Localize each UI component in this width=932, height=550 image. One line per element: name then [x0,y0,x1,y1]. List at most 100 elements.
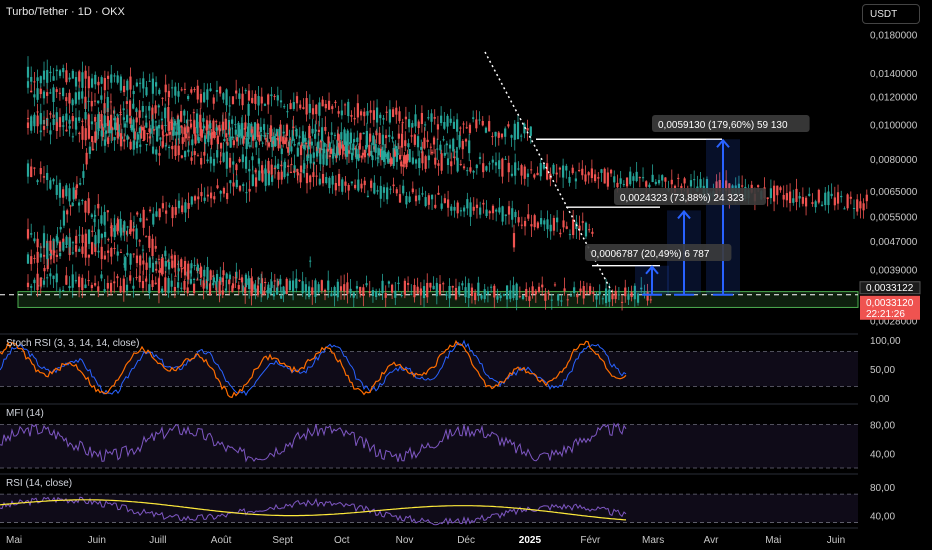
candle-body [293,144,296,146]
candle-body [358,143,361,150]
candle-body [107,239,110,241]
candle-body [138,82,142,84]
candle-body [827,191,830,206]
candle-body [205,120,209,131]
candle-body [187,263,190,280]
y-tick-label: 80,00 [870,483,895,494]
candle-body [129,118,132,124]
candle-body [547,292,550,294]
candle-body [161,257,164,275]
candle-body [126,226,129,228]
candle-body [81,277,84,291]
candle-body [422,286,426,299]
candle-body [328,155,332,158]
candle-body [49,92,52,94]
candle-body [216,150,219,158]
candle-body [513,123,516,140]
candle-body [293,165,296,173]
candle-body [58,182,62,198]
candle-body [345,149,349,157]
candle-body [276,280,280,286]
candle-body [186,119,189,121]
candle-body [42,233,46,248]
candle-body [578,170,581,172]
candle-body [312,152,315,158]
candle-body [30,166,33,178]
candle-body [135,141,139,149]
candle-body [305,172,309,184]
candle-body [384,135,388,139]
candle-body [162,135,165,137]
candle-body [603,168,606,184]
candle-body [381,280,384,294]
candle-body [398,194,402,203]
candle-body [283,140,287,144]
candle-body [442,139,445,141]
candle-body [400,161,403,167]
candle-body [788,191,792,204]
candle-body [258,135,261,142]
candle-body [581,168,584,176]
candle-body [343,284,346,292]
candle-body [71,252,74,254]
candle-body [138,127,141,134]
candle-body [264,168,267,174]
candle-body [46,119,49,121]
candle-body [571,167,574,174]
candle-body [158,89,161,94]
candle-body [411,157,414,164]
candle-body [75,184,79,189]
candle-body [360,155,363,158]
candle-body [145,278,148,282]
candle-body [296,147,299,157]
candle-body [392,147,395,166]
candle-body [232,140,235,146]
candle-body [337,111,340,114]
candle-body [379,148,383,158]
candle-body [616,182,619,188]
candle-body [142,209,145,228]
candle-body [129,76,132,90]
candle-body [215,127,218,131]
x-tick-label: Nov [396,535,414,546]
candle-body [75,235,78,244]
candle-body [139,217,142,222]
y-tick-label: 40,00 [870,511,895,522]
candle-body [391,109,395,118]
candle-body [33,114,36,124]
candle-body [584,222,588,237]
candle-body [290,146,293,152]
candle-body [253,284,256,290]
candle-body [103,231,107,238]
candle-body [36,273,39,291]
candle-body [574,178,578,182]
candle-body [91,230,94,232]
candle-body [202,283,205,289]
candle-body [206,159,209,162]
candle-body [248,168,251,172]
candle-body [374,144,377,153]
candle-body [394,290,397,298]
candle-body [303,144,306,150]
currency-selector[interactable]: USDT [862,4,920,24]
candle-body [469,202,472,217]
candle-body [298,279,301,282]
candle-body [683,178,686,184]
x-tick-label: Mai [6,535,22,546]
candle-body [450,206,453,211]
candle-body [237,285,240,290]
x-tick-label: 2025 [519,535,542,546]
candle-body [363,180,366,186]
candle-body [90,284,93,289]
candle-body [190,196,193,205]
candle-body [337,133,340,141]
candle-body [346,130,349,146]
candle-body [401,122,404,124]
candle-body [271,137,274,148]
candle-body [113,118,116,121]
candle-body [81,72,84,88]
candle-body [254,169,257,173]
candle-body [142,260,145,265]
candle-body [398,154,402,160]
candle-body [251,174,254,186]
